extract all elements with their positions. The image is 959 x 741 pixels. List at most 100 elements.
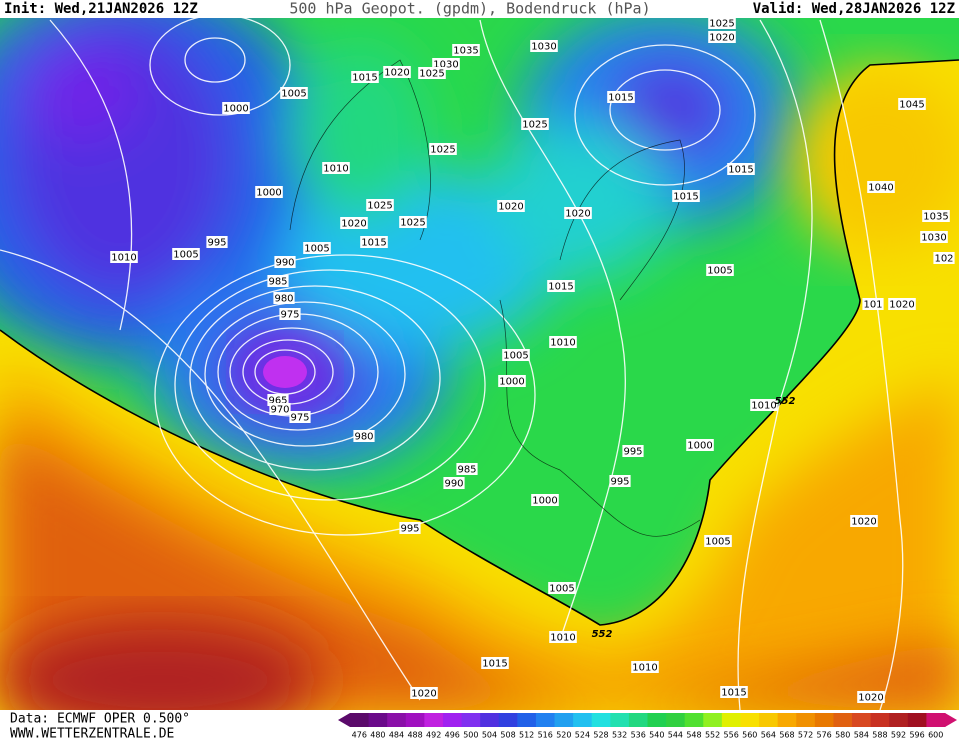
isobar-label: 1030 — [433, 60, 458, 71]
colorbar-label: 520 — [556, 731, 571, 740]
isobar-label-bg — [564, 207, 592, 219]
isobar-label: 1005 — [281, 89, 306, 100]
isobar-label-bg — [609, 475, 631, 487]
isobar-label-bg — [549, 336, 577, 348]
colorbar-label: 564 — [761, 731, 776, 740]
isobar-label-bg — [548, 582, 576, 594]
isobar-label: 1000 — [223, 104, 248, 115]
isobar-label: 1000 — [532, 496, 557, 507]
isobar-label: 1005 — [705, 537, 730, 548]
colorbar-swatch — [442, 713, 463, 727]
isobar-label-bg — [383, 66, 411, 78]
isobar-label: 1020 — [851, 517, 876, 528]
isobar-label-bg — [322, 162, 350, 174]
colorbar-label: 592 — [891, 731, 906, 740]
isobar-label-bg — [273, 292, 295, 304]
colorbar-swatch — [554, 713, 574, 727]
colorbar-swatch — [777, 713, 797, 727]
isobar-label: 995 — [400, 524, 419, 535]
isobar-label: 1030 — [531, 42, 556, 53]
isobar-label-bg — [708, 17, 736, 29]
colorbar-label: 504 — [482, 731, 497, 740]
colorbar-label: 576 — [817, 731, 832, 740]
isobar-label-bg — [269, 403, 291, 415]
colorbar-label: 544 — [668, 731, 683, 740]
isobar-label: 102 — [934, 254, 953, 265]
isobar-label-bg — [708, 31, 736, 43]
isobar-label: 1005 — [304, 244, 329, 255]
isobar-label: 965 — [268, 396, 287, 407]
isobar-label: 1010 — [323, 164, 348, 175]
isobar-label: 1020 — [858, 693, 883, 704]
isobar-label: 1025 — [400, 218, 425, 229]
colorbar-swatch — [424, 713, 444, 727]
isobar-label-bg — [303, 242, 331, 254]
isobar-label-bg — [110, 251, 138, 263]
isobar-label-bg — [686, 439, 714, 451]
isobar-label-bg — [418, 67, 446, 79]
isobar-label: 1010 — [550, 633, 575, 644]
isobar-label-bg — [631, 661, 659, 673]
colorbar-label: 484 — [389, 731, 404, 740]
isobar-label-bg — [481, 657, 509, 669]
colorbar-label: 584 — [854, 731, 869, 740]
colorbar-label: 568 — [779, 731, 794, 740]
colorbar-label: 536 — [631, 731, 646, 740]
colorbar-label: 512 — [519, 731, 534, 740]
isobar-label-bg — [206, 236, 228, 248]
isobar-label-bg — [353, 430, 375, 442]
colorbar-label: 600 — [928, 731, 943, 740]
colorbar-swatch — [666, 713, 686, 727]
isobar-label: 1015 — [728, 165, 753, 176]
isobar-label-bg — [530, 40, 558, 52]
colorbar-label: 552 — [705, 731, 720, 740]
isobar-label-bg — [498, 375, 526, 387]
colorbar-label: 492 — [426, 731, 441, 740]
isobar-label: 975 — [290, 413, 309, 424]
isobar-label-bg — [399, 216, 427, 228]
colorbar-swatch — [852, 713, 872, 727]
isobar-label: 995 — [623, 447, 642, 458]
colorbar-swatch — [684, 713, 704, 727]
colorbar-swatch — [926, 713, 946, 727]
isobar-label: 1030 — [921, 233, 946, 244]
isobar-label: 1010 — [751, 401, 776, 412]
isobar-label-bg — [360, 236, 388, 248]
isobar-label-bg — [750, 399, 778, 411]
isobar-label-bg — [502, 349, 530, 361]
isobar-label: 1020 — [889, 300, 914, 311]
isobar-label: 1020 — [341, 219, 366, 230]
isobar-label: 1015 — [548, 282, 573, 293]
isobar-label: 995 — [207, 238, 226, 249]
isobar-label-bg — [279, 308, 301, 320]
isobar-label: 980 — [274, 294, 293, 305]
colorbar-swatch — [461, 713, 481, 727]
isobar-label-bg — [607, 91, 635, 103]
colorbar-label: 528 — [593, 731, 608, 740]
isobar-label-bg — [727, 163, 755, 175]
isobar-label: 1020 — [498, 202, 523, 213]
colorbar-label: 488 — [407, 731, 422, 740]
colorbar-swatch — [350, 713, 370, 727]
isobar-label-bg — [429, 143, 457, 155]
isobar-label-bg — [862, 298, 884, 310]
colorbar-swatch — [889, 713, 909, 727]
isobar-label-bg — [456, 463, 478, 475]
header-bar — [0, 0, 959, 18]
colorbar-swatch — [517, 713, 537, 727]
isobar-label: 1005 — [173, 250, 198, 261]
isobar-label-bg — [289, 411, 311, 423]
data-source: Data: ECMWF OPER 0.500° — [10, 712, 190, 727]
isobar-label-bg — [172, 248, 200, 260]
colorbar-swatch — [480, 713, 500, 727]
colorbar-swatch — [740, 713, 760, 727]
colorbar-label: 500 — [463, 731, 478, 740]
colorbar-swatch — [405, 713, 425, 727]
isobar-label: 1020 — [411, 689, 436, 700]
isobar-label-bg — [267, 275, 289, 287]
isobar-label: 1025 — [367, 201, 392, 212]
isobar-label: 1015 — [608, 93, 633, 104]
isobar-label: 990 — [275, 258, 294, 269]
colorbar-swatch — [907, 713, 927, 727]
